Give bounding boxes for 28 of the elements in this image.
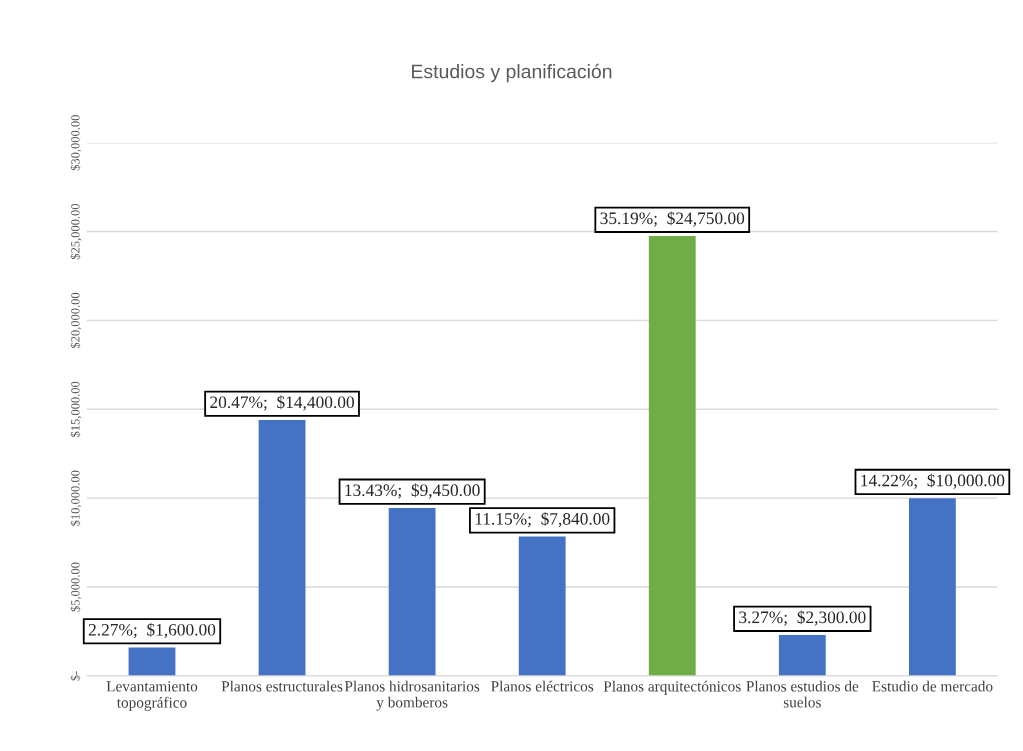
data-label: 11.15%; $7,840.00	[475, 511, 610, 528]
x-tick-label: Levantamiento topográfico	[106, 681, 198, 711]
x-tick-label: Estudio de mercado	[872, 680, 993, 692]
y-tick-label: $25,000.00	[70, 203, 82, 260]
y-tick-label: $30,000.00	[70, 115, 82, 171]
bar	[258, 419, 306, 676]
y-tick-label: $5,000.00	[70, 562, 82, 612]
x-tick-label: Planos arquitectónicos	[603, 680, 741, 695]
y-tick-label: $10,000.00	[70, 470, 82, 526]
y-tick-label: $-	[70, 671, 81, 681]
y-tick-label: $15,000.00	[70, 381, 82, 437]
x-tick-label: Planos eléctricos	[491, 680, 594, 692]
x-tick-label: Planos estudios de suelos	[746, 680, 859, 708]
data-label: 13.43%; $9,450.00	[345, 483, 480, 499]
data-label: 14.22%; $10,000.00	[861, 473, 1005, 489]
data-label: 35.19%; $24,750.00	[600, 211, 745, 227]
y-tick-label: $20,000.00	[70, 292, 82, 349]
chart-title: Estudios y planificación	[412, 63, 612, 83]
bar	[908, 498, 956, 676]
data-label: 20.47%; $14,400.00	[210, 395, 354, 411]
x-tick-label: Planos estructurales	[221, 680, 343, 692]
bar	[388, 507, 436, 676]
data-label: 3.27%; $2,300.00	[739, 610, 866, 626]
bar	[518, 536, 566, 676]
data-label: 2.27%; $1,600.00	[88, 622, 216, 639]
bar	[648, 236, 696, 676]
x-tick-label: Planos hidrosanitarios y bomberos	[344, 680, 480, 711]
bar	[778, 635, 826, 676]
